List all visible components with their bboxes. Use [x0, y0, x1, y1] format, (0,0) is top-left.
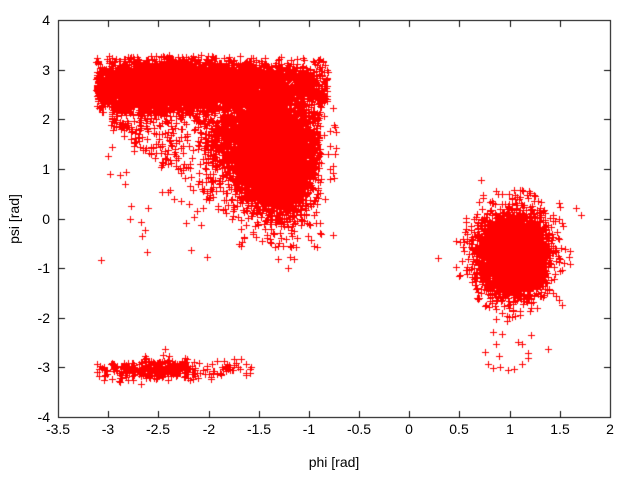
x-tick-label: 0 [405, 421, 413, 437]
y-tick-label: 2 [42, 111, 50, 127]
x-tick-label: 1.5 [550, 421, 570, 437]
x-tick-label: -1.5 [246, 421, 272, 437]
x-tick-label: -2 [202, 421, 216, 437]
x-tick-label: -3 [101, 421, 115, 437]
y-tick-label: 3 [42, 62, 50, 78]
y-tick-label: -3 [37, 359, 50, 375]
x-tick-label: -0.5 [346, 421, 372, 437]
y-axis-label: psi [rad] [6, 194, 22, 244]
y-tick-label: -1 [37, 260, 50, 276]
y-tick-label: -4 [37, 409, 50, 425]
x-tick-label: 1 [506, 421, 514, 437]
x-axis-label: phi [rad] [308, 454, 360, 470]
x-tick-label: 2 [606, 421, 614, 437]
y-tick-label: 1 [42, 161, 50, 177]
x-tick-label: -2.5 [145, 421, 171, 437]
y-tick-label: 4 [42, 12, 50, 28]
x-tick-label: 0.5 [449, 421, 469, 437]
x-tick-label: -1 [302, 421, 316, 437]
y-tick-label: -2 [37, 310, 50, 326]
y-tick-label: 0 [42, 211, 50, 227]
x-tick-label: -3.5 [45, 421, 71, 437]
